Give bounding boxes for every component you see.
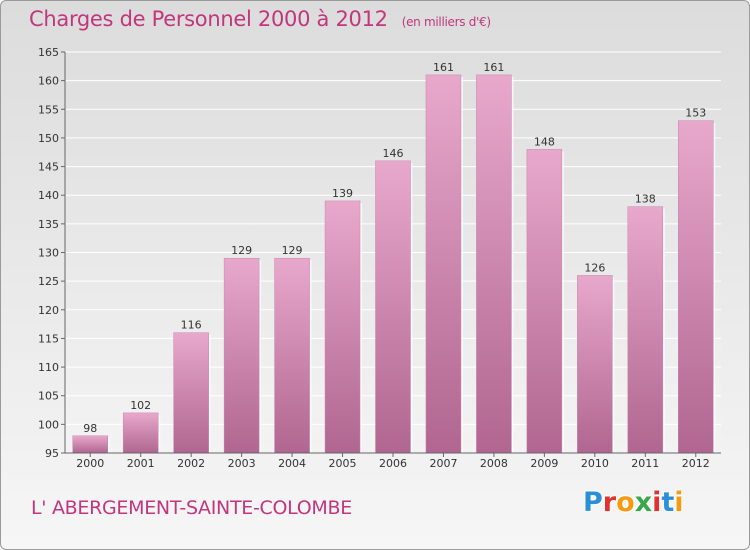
value-labels: 98 102 116 129 129 139 146 161 161 148 126 138 153 [83,61,706,435]
bar [324,200,361,454]
logo-letter: i [674,487,684,518]
x-tick-label: 2004 [278,457,306,470]
bar [274,257,310,454]
y-tick-label: 100 [38,418,59,431]
logo-letter: r [602,487,617,518]
x-tick-label: 2006 [379,457,407,470]
bar-value-label: 148 [534,135,555,148]
y-tick-label: 125 [38,275,59,288]
x-tick-label: 2005 [329,457,357,470]
bar [526,149,563,454]
x-tick-label: 2000 [76,457,104,470]
y-tick-label: 145 [38,161,59,174]
x-tick-label: 2012 [682,457,710,470]
logo-letter: o [616,487,635,518]
logo-letter: i [652,487,662,518]
y-tick-label: 140 [38,189,59,202]
bar [173,332,209,454]
bar [375,160,411,454]
y-tick-label: 110 [38,361,59,374]
axes: 95 100 105 110 115 120 125 130 135 140 145 150 155 16… [38,46,721,470]
x-tick-label: 2001 [127,457,155,470]
chart-title: Charges de Personnel 2000 à 2012 (en mill… [29,7,491,31]
bars [72,74,716,454]
proxiti-logo[interactable]: Proxiti [583,487,684,518]
commune-name: L' ABERGEMENT-SAINTE-COLOMBE [31,497,352,519]
bar [678,120,714,454]
logo-letter: t [661,487,675,518]
bar [122,412,159,454]
bar-value-label: 126 [584,261,605,274]
bar [223,257,260,454]
logo-letter: P [583,487,603,518]
bar [72,435,108,454]
chart-subtitle: (en milliers d'€) [401,15,491,29]
chart-title-text: Charges de Personnel 2000 à 2012 [29,7,388,31]
y-tick-label: 155 [38,103,59,116]
y-tick-label: 115 [38,332,59,345]
y-tick-label: 95 [45,447,59,460]
bar-value-label: 116 [181,319,202,332]
bar [627,206,664,454]
y-tick-label: 150 [38,132,59,145]
x-tick-label: 2011 [631,457,659,470]
bar [425,74,462,454]
x-tick-label: 2002 [177,457,205,470]
bar-value-label: 138 [635,193,656,206]
bar-value-label: 146 [383,147,404,160]
y-tick-label: 105 [38,390,59,403]
y-tick-label: 120 [38,304,59,317]
x-tick-label: 2007 [429,457,457,470]
x-tick-label: 2009 [530,457,558,470]
bar-value-label: 139 [332,187,353,200]
bar-value-label: 129 [282,244,303,257]
bar-value-label: 161 [433,61,454,74]
y-tick-label: 130 [38,247,59,260]
bar-value-label: 98 [83,422,97,435]
bar [577,275,613,454]
logo-letter: x [634,487,653,518]
y-tick-label: 165 [38,46,59,59]
bar-value-label: 153 [685,107,706,120]
bar-value-label: 102 [130,399,151,412]
x-tick-label: 2003 [228,457,256,470]
x-tick-label: 2008 [480,457,508,470]
bar [476,74,512,454]
y-tick-label: 160 [38,75,59,88]
x-tick-label: 2010 [581,457,609,470]
bar-value-label: 161 [483,61,504,74]
bar-value-label: 129 [231,244,252,257]
y-tick-label: 135 [38,218,59,231]
